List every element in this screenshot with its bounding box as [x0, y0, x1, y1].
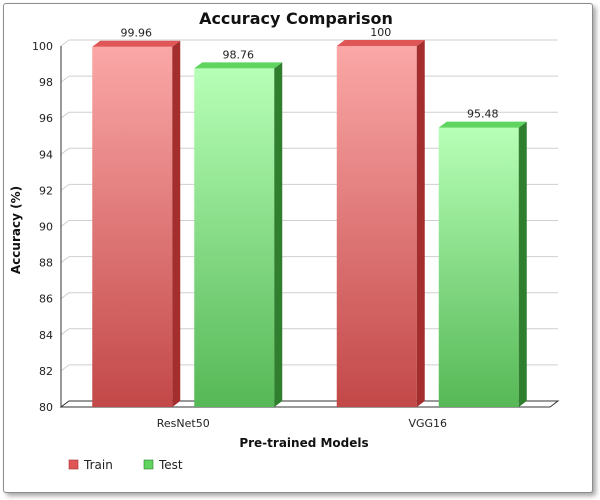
data-label: 95.48 — [467, 108, 499, 121]
y-tick-label: 96 — [39, 112, 53, 125]
data-label: 99.96 — [121, 27, 153, 40]
bar-test-vgg16 — [438, 121, 527, 407]
data-labels: 99.96 98.76 100 95.48 — [121, 26, 499, 121]
legend-item-test: Test — [143, 458, 183, 472]
gridline-side — [60, 328, 70, 336]
legend-label: Test — [158, 458, 183, 472]
x-axis-ticks: ResNet50 VGG16 — [157, 417, 447, 430]
gridline-side — [60, 75, 70, 83]
legend-swatch — [143, 459, 154, 470]
bar-top — [92, 40, 181, 47]
gridline-side — [60, 39, 70, 47]
x-tick-label: ResNet50 — [157, 417, 210, 430]
bar-top — [194, 62, 283, 69]
y-axis-title: Accuracy (%) — [9, 186, 23, 274]
gridline-side — [60, 183, 70, 191]
gridline-side — [60, 220, 70, 227]
y-tick-label: 100 — [32, 40, 53, 53]
y-tick-label: 82 — [39, 365, 53, 378]
gridline-side — [60, 256, 70, 264]
x-tick-label: VGG16 — [408, 417, 447, 430]
data-label: 100 — [370, 26, 391, 39]
bar-top — [438, 121, 527, 128]
bar-side — [416, 40, 425, 407]
y-tick-label: 86 — [39, 293, 53, 306]
legend-swatch — [68, 459, 79, 470]
gridline-side — [60, 111, 70, 119]
bar-front — [194, 68, 275, 408]
y-tick-label: 94 — [39, 148, 53, 161]
bar-front — [336, 46, 417, 407]
y-tick-label: 84 — [39, 329, 53, 342]
y-tick-label: 92 — [39, 184, 53, 197]
data-label: 98.76 — [223, 48, 255, 61]
y-tick-label: 98 — [39, 76, 53, 89]
y-tick-label: 80 — [39, 401, 53, 414]
legend: Train Test — [68, 458, 183, 472]
bar-top — [336, 40, 425, 46]
x-axis-title: Pre-trained Models — [239, 436, 368, 450]
bar-side — [274, 62, 283, 408]
y-tick-label: 90 — [39, 221, 53, 234]
bar-side — [518, 121, 527, 407]
gridline-side — [60, 364, 70, 372]
y-axis-ticks: 80 82 84 86 88 90 92 94 96 98 100 — [32, 40, 53, 414]
chart-title: Accuracy Comparison — [199, 9, 393, 28]
bar-side — [172, 40, 181, 408]
y-tick-label: 88 — [39, 257, 53, 270]
chart-frame: Accuracy Comparison 80 82 84 86 88 90 92 94 96 98… — [3, 3, 593, 493]
chart-svg: Accuracy Comparison 80 82 84 86 88 90 92 94 96 98… — [9, 9, 560, 472]
gridline-side — [60, 292, 70, 300]
bar-train-resnet50 — [92, 40, 181, 408]
gridline-side — [60, 147, 70, 155]
bar-train-vgg16 — [336, 40, 425, 407]
legend-label: Train — [83, 458, 113, 472]
bars — [92, 40, 527, 408]
bar-test-resnet50 — [194, 62, 283, 408]
bar-front — [92, 46, 173, 408]
legend-item-train: Train — [68, 458, 113, 472]
bar-front — [438, 127, 519, 407]
